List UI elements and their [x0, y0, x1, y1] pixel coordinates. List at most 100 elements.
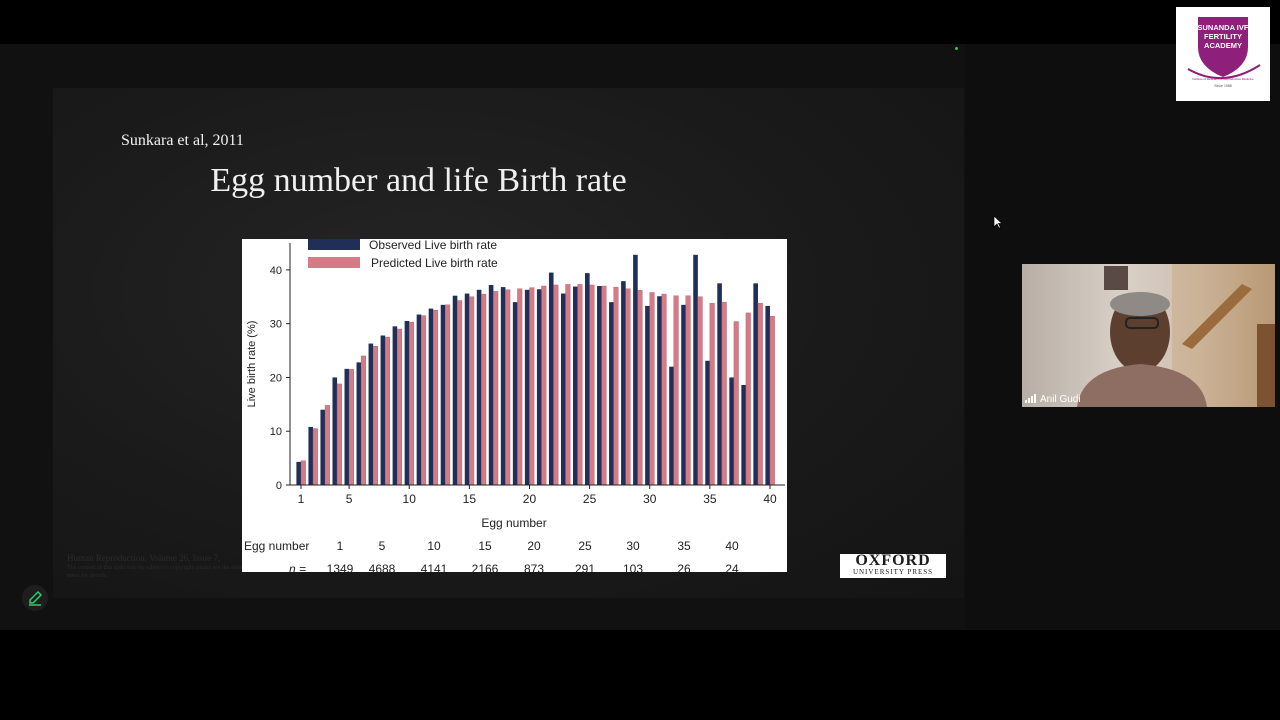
recording-indicator-icon	[955, 47, 958, 50]
x-tick-label: 10	[403, 492, 417, 506]
predicted-bar	[409, 321, 415, 486]
observed-bar	[645, 305, 650, 485]
annotate-pencil-icon[interactable]	[22, 585, 48, 611]
legend-swatch-observed	[308, 239, 360, 250]
observed-bar	[729, 377, 734, 485]
observed-bar	[693, 254, 698, 485]
observed-bar	[657, 296, 662, 485]
predicted-bar	[481, 293, 487, 486]
academy-tagline: Institute of Research & Reproductive Med…	[1192, 77, 1254, 81]
observed-bar	[368, 343, 374, 485]
legend-label-observed: Observed Live birth rate	[369, 239, 497, 252]
publisher-name: OXFORD	[855, 552, 931, 569]
academy-line-3: ACADEMY	[1204, 41, 1242, 50]
publisher-subtitle: UNIVERSITY PRESS	[852, 568, 934, 576]
predicted-bar	[384, 336, 390, 486]
x-tick-label: 1	[298, 492, 305, 506]
chart-canvas: 0 10 20 30 40 1 5 10 15 20 25 30 35 40 Egg number Live …	[244, 239, 785, 572]
table-n-value: 2166	[472, 562, 499, 572]
academy-logo: SUNANDA IVF FERTILITY ACADEMY Institute …	[1176, 7, 1270, 101]
predicted-bar	[529, 287, 535, 486]
observed-bar	[753, 283, 758, 485]
observed-bar	[741, 384, 746, 485]
table-egg-number: 20	[527, 539, 541, 553]
predicted-bar	[745, 312, 751, 486]
table-egg-number: 15	[478, 539, 492, 553]
observed-bar	[560, 293, 566, 485]
predicted-bar	[493, 291, 499, 486]
y-tick-label: 0	[276, 480, 282, 492]
observed-bar	[681, 304, 686, 485]
predicted-bar	[601, 285, 607, 486]
x-tick-label: 15	[463, 492, 477, 506]
predicted-bar	[372, 346, 378, 486]
predicted-bar	[565, 284, 571, 486]
predicted-bar	[445, 304, 451, 486]
predicted-bar	[769, 315, 775, 486]
predicted-bar	[649, 292, 655, 486]
table-egg-number: 1	[337, 539, 344, 553]
observed-bar	[440, 304, 446, 485]
table-n-value: 103	[623, 562, 643, 572]
observed-bar	[392, 326, 398, 485]
predicted-bar	[625, 288, 631, 486]
observed-bar	[476, 289, 482, 485]
predicted-bar	[613, 286, 619, 486]
x-axis-label: Egg number	[481, 516, 546, 530]
predicted-bar	[673, 295, 679, 486]
y-tick-label: 10	[270, 426, 282, 438]
observed-bar	[500, 287, 506, 485]
slide-author: Sunkara et al, 2011	[121, 132, 244, 149]
presentation-slide: Sunkara et al, 2011 Egg number and life …	[53, 88, 964, 598]
x-tick-label: 25	[583, 492, 597, 506]
predicted-bar	[721, 301, 727, 486]
observed-bar	[320, 409, 326, 485]
observed-bar	[548, 272, 554, 485]
x-tick-label: 35	[703, 492, 717, 506]
predicted-bar	[324, 405, 330, 486]
observed-bar	[609, 302, 614, 485]
observed-bar	[524, 289, 530, 485]
predicted-bar	[348, 369, 354, 486]
bar-chart: 0 10 20 30 40 1 5 10 15 20 25 30 35 40 Egg number Live …	[242, 239, 787, 572]
participant-video-tile[interactable]: Anil Gudi	[1022, 264, 1275, 407]
table-egg-number: 35	[677, 539, 691, 553]
table-n-label: n =	[289, 562, 306, 572]
table-n-value: 873	[524, 562, 544, 572]
table-egg-number: 30	[626, 539, 640, 553]
observed-bar	[717, 283, 722, 485]
predicted-bar	[577, 284, 583, 486]
observed-bar	[572, 286, 578, 485]
predicted-bar	[541, 285, 547, 486]
predicted-bar	[469, 296, 475, 486]
observed-bar	[428, 308, 434, 485]
table-n-value: 4688	[369, 562, 396, 572]
predicted-bar	[517, 288, 523, 486]
predicted-bar	[421, 315, 427, 486]
observed-bar	[308, 426, 314, 485]
table-egg-number: 10	[427, 539, 441, 553]
academy-shield-icon: SUNANDA IVF FERTILITY ACADEMY Institute …	[1187, 17, 1261, 88]
x-tick-label: 20	[523, 492, 537, 506]
oxford-press-logo: OXFORD UNIVERSITY PRESS	[840, 552, 946, 578]
table-n-value: 26	[677, 562, 691, 572]
predicted-bar	[360, 355, 366, 486]
table-n-value: 291	[575, 562, 595, 572]
predicted-bar	[505, 289, 511, 486]
predicted-bar	[300, 460, 306, 486]
x-tick-label: 40	[763, 492, 777, 506]
mouse-cursor-icon	[993, 215, 1003, 229]
academy-line-1: SUNANDA IVF	[1198, 23, 1249, 32]
slide-title: Egg number and life Birth rate	[210, 162, 627, 199]
observed-bar	[512, 302, 518, 485]
table-egg-number: 40	[725, 539, 739, 553]
observed-bar	[404, 320, 410, 485]
observed-bar	[669, 366, 674, 485]
predicted-bar	[709, 303, 715, 486]
footnote-line-2: The content of this slide may be subject…	[67, 565, 243, 579]
observed-bar	[488, 284, 494, 485]
y-axis-label: Live birth rate (%)	[246, 321, 258, 408]
observed-bar	[705, 360, 710, 485]
y-tick-label: 30	[270, 319, 282, 331]
observed-bar	[597, 286, 602, 485]
